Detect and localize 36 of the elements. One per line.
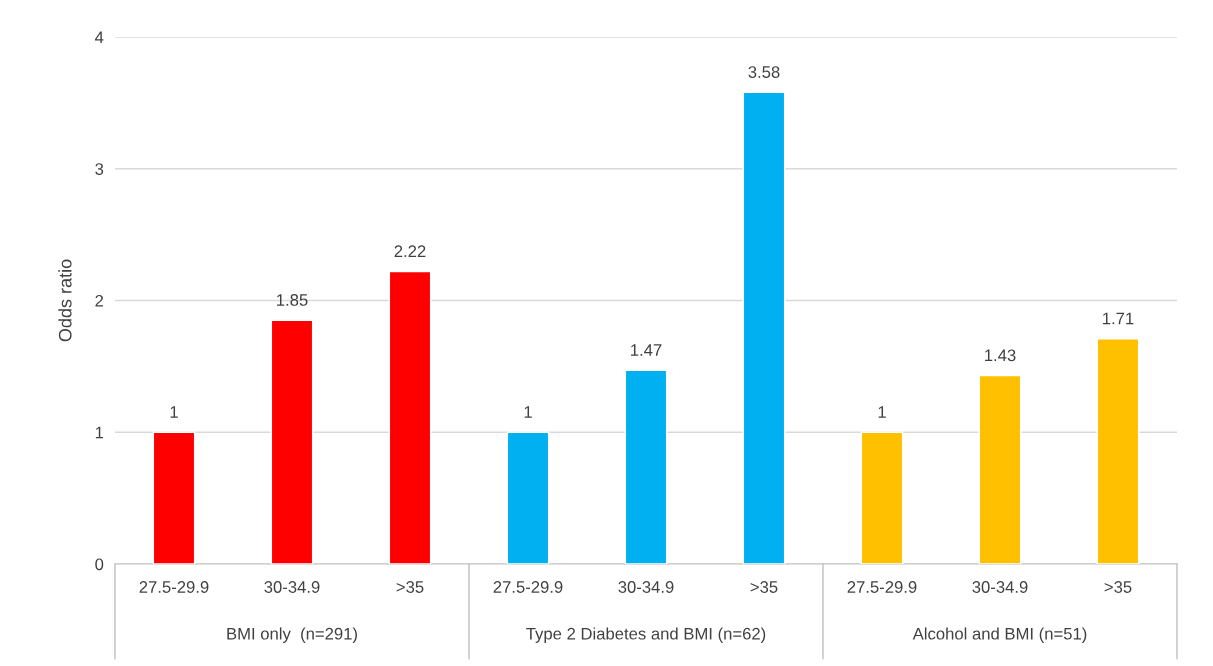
bar: [506, 431, 550, 564]
x-tick-label: 27.5-29.9: [493, 581, 563, 593]
y-tick-label: 2: [95, 294, 104, 307]
y-tick-label: 0: [95, 558, 104, 571]
data-label: 1: [524, 406, 532, 418]
bar: [152, 431, 196, 564]
text: Type 2 Diabetes and BMI (n=62): [526, 627, 766, 643]
x-tick-label: 30-34.9: [264, 581, 320, 593]
bar: [860, 431, 904, 564]
data-label: 3.58: [748, 66, 780, 78]
y-tick-label: 1: [95, 426, 104, 439]
x-tick-label: 30-34.9: [972, 581, 1028, 593]
x-tick-label: >35: [1104, 581, 1132, 593]
x-tick-label: 30-34.9: [618, 581, 674, 593]
bar: [270, 319, 314, 564]
x-tick-label: >35: [750, 581, 778, 593]
x-tick-label: >35: [396, 581, 424, 593]
x-tick-label: 27.5-29.9: [847, 581, 917, 593]
y-tick-label: 4: [95, 31, 104, 44]
y-axis-title: Odds ratio: [58, 259, 72, 342]
text: BMI only (n=291): [227, 627, 357, 643]
bar: [742, 91, 786, 564]
data-label: 1: [170, 406, 178, 418]
bar: [1096, 338, 1140, 564]
text: Alcohol and BMI (n=51): [912, 627, 1087, 643]
bar: [624, 369, 668, 564]
data-label: 2.22: [394, 245, 426, 257]
bar: [388, 270, 432, 564]
y-tick-label: 3: [95, 163, 104, 175]
data-label: 1.85: [277, 294, 308, 306]
data-label: 1.47: [631, 344, 662, 356]
bar: [978, 374, 1022, 564]
data-label: 1.43: [985, 349, 1016, 362]
x-tick-label: 27.5-29.9: [139, 581, 209, 593]
data-label: 1: [878, 406, 886, 418]
data-label: 1.71: [1103, 312, 1134, 325]
